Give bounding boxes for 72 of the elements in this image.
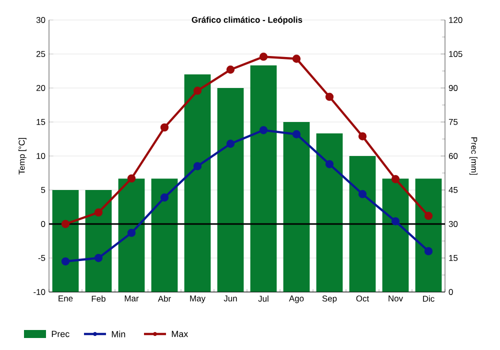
x-tick-label: Jun xyxy=(224,296,237,302)
y2-tick-label: 45 xyxy=(448,187,458,193)
y2-tick-label: 60 xyxy=(448,153,458,159)
y2-tick-label: 0 xyxy=(448,289,453,295)
y-tick-label: 5 xyxy=(41,187,46,193)
point xyxy=(226,66,235,74)
point xyxy=(259,52,268,61)
y-axis-title: Temp [°C] xyxy=(18,138,26,174)
x-tick-label: Oct xyxy=(356,296,370,302)
bar xyxy=(415,178,442,292)
legend-label: Min xyxy=(112,330,126,338)
x-tick-label: Nov xyxy=(388,296,403,302)
y2-tick-label: 15 xyxy=(449,255,458,261)
point xyxy=(391,175,400,184)
point xyxy=(127,228,136,237)
point xyxy=(358,190,367,198)
point xyxy=(193,162,202,170)
point xyxy=(61,257,70,266)
bar xyxy=(217,88,244,292)
y2-tick-label: 75 xyxy=(448,119,458,125)
bar xyxy=(184,74,211,292)
x-tick-label: Ene xyxy=(58,296,73,302)
y2-tick-label: 30 xyxy=(448,221,458,227)
point xyxy=(160,123,169,132)
x-tick-label: Feb xyxy=(92,296,106,302)
bar xyxy=(151,178,178,292)
point xyxy=(61,220,70,228)
point xyxy=(259,126,268,134)
point xyxy=(358,132,367,140)
chart-title: Gráfico climático - Leópolis xyxy=(192,16,302,24)
y-tick-label: 20 xyxy=(36,85,46,91)
y-tick-label: -10 xyxy=(34,289,46,295)
point xyxy=(292,54,301,63)
bar xyxy=(382,178,409,292)
bar xyxy=(85,190,112,292)
point xyxy=(226,140,235,148)
legend-label: Prec xyxy=(52,330,70,338)
point xyxy=(94,254,103,262)
y2-tick-label: 120 xyxy=(449,17,462,23)
y2-tick-label: 90 xyxy=(448,85,458,91)
point xyxy=(424,247,433,256)
point xyxy=(325,92,334,101)
x-tick-label: Mar xyxy=(124,296,139,302)
bar xyxy=(349,156,376,292)
y2-axis-title: Prec [mm] xyxy=(470,137,478,175)
point xyxy=(160,193,169,202)
x-tick-label: Dic xyxy=(423,296,434,302)
bar xyxy=(283,122,310,292)
y-tick-label: 30 xyxy=(36,17,46,23)
x-tick-label: Ago xyxy=(288,296,304,304)
bar xyxy=(316,133,343,292)
bar xyxy=(118,178,145,292)
x-tick-label: May xyxy=(190,296,206,304)
bar xyxy=(52,190,79,292)
y-tick-label: -5 xyxy=(38,255,46,261)
point xyxy=(94,208,103,217)
y2-tick-label: 105 xyxy=(449,51,462,57)
y-tick-label: 0 xyxy=(41,221,46,227)
y-tick-label: 25 xyxy=(36,51,46,57)
y-tick-label: 15 xyxy=(36,119,46,125)
y-tick-label: 10 xyxy=(36,153,46,159)
point xyxy=(424,212,433,220)
x-tick-label: Abr xyxy=(158,296,171,302)
point xyxy=(325,160,334,168)
bar xyxy=(250,65,277,292)
point xyxy=(127,174,136,183)
point xyxy=(391,217,400,226)
point xyxy=(292,130,301,138)
x-tick-label: Sep xyxy=(322,296,337,304)
point xyxy=(193,86,202,95)
x-tick-label: Jul xyxy=(258,296,268,302)
legend-label: Max xyxy=(172,330,188,338)
